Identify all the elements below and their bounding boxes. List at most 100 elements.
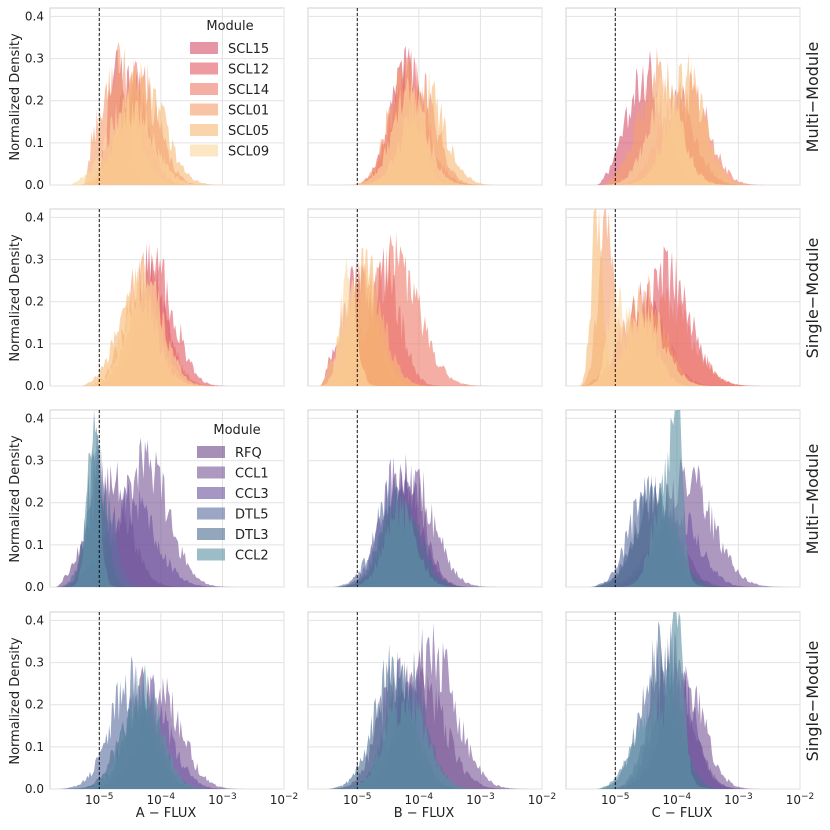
row-label-4: Single−Module bbox=[803, 641, 822, 762]
x-tick-label: 10−5 bbox=[343, 792, 372, 807]
legend-swatch-dtl3 bbox=[197, 528, 225, 540]
legend-swatch-ccl3 bbox=[197, 487, 225, 499]
legend-title: Module bbox=[206, 19, 253, 34]
panel-r4c1: 0.0 0.1 0.2 0.3 0.4 10−5 10−4 10−3 10−2 bbox=[25, 611, 298, 807]
legend-swatch-rfq bbox=[197, 446, 225, 458]
area-series-scl05 bbox=[308, 247, 542, 386]
area-series-scl14 bbox=[566, 287, 800, 386]
panel-r4c3: 10−5 10−4 10−3 10−2 bbox=[565, 611, 815, 807]
y-tick-label: 0.3 bbox=[25, 253, 44, 267]
area-series-dtl3 bbox=[566, 474, 800, 587]
area-series-scl09 bbox=[566, 73, 800, 185]
legend-label-ccl1: CCL1 bbox=[235, 467, 269, 482]
y-tick-label: 0.1 bbox=[25, 337, 44, 351]
area-series-scl15 bbox=[566, 50, 800, 186]
x-tick-label: 10−4 bbox=[405, 792, 434, 807]
panel-r3c3 bbox=[565, 409, 801, 588]
y-tick-label: 0.3 bbox=[25, 656, 44, 670]
y-tick-label: 0.1 bbox=[25, 740, 44, 754]
x-tick-label: 10−2 bbox=[528, 792, 557, 807]
x-axis-labels: A − FLUX B − FLUX C − FLUX bbox=[136, 806, 713, 821]
x-tick-label: 10−3 bbox=[466, 792, 495, 807]
area-series-scl09 bbox=[50, 86, 284, 185]
y-tick-label: 0.3 bbox=[25, 52, 44, 66]
legend-swatch-scl15 bbox=[190, 42, 218, 54]
x-tick-label: 10−5 bbox=[601, 792, 630, 807]
legend-swatch-ccl2 bbox=[197, 548, 225, 561]
panel-r2c1: 0.0 0.1 0.2 0.3 0.4 bbox=[25, 208, 285, 393]
y-tick-label: 0.0 bbox=[25, 580, 44, 594]
area-series-ccl2 bbox=[566, 410, 800, 587]
y-tick-label: 0.3 bbox=[25, 454, 44, 468]
row-label-1: Multi−Module bbox=[803, 42, 822, 153]
x-label-col1: A − FLUX bbox=[136, 806, 197, 821]
legend-label-ccl2: CCL2 bbox=[235, 549, 269, 564]
area-series-ccl3 bbox=[50, 673, 284, 789]
panel-r3c1: 0.0 0.1 0.2 0.3 0.4 bbox=[25, 409, 285, 594]
x-tick-label: 10−5 bbox=[85, 792, 114, 807]
legend-swatch-scl12 bbox=[190, 62, 218, 75]
area-series-dtl3 bbox=[50, 688, 284, 789]
x-tick-label: 10−4 bbox=[147, 792, 176, 807]
panel-r1c3 bbox=[565, 7, 801, 186]
panel-r4c2: 10−5 10−4 10−3 10−2 bbox=[307, 611, 557, 807]
legend-label-scl05: SCL05 bbox=[228, 124, 269, 139]
y-label-row4: Normalized Density bbox=[8, 637, 23, 765]
area-series-ccl2 bbox=[566, 612, 800, 789]
legend-1: Module SCL15 SCL12 SCL14 SCL01 SCL05 SCL09 bbox=[190, 19, 269, 160]
y-tick-label: 0.4 bbox=[25, 613, 44, 627]
area-series-scl09 bbox=[50, 261, 284, 386]
legend-label-ccl3: CCL3 bbox=[235, 487, 269, 502]
area-series-ccl2 bbox=[50, 664, 284, 789]
legend-label-dtl3: DTL3 bbox=[235, 528, 268, 543]
y-tick-label: 0.4 bbox=[25, 411, 44, 425]
row-label-2: Single−Module bbox=[803, 238, 822, 359]
x-tick-label: 10−4 bbox=[663, 792, 692, 807]
row-label-3: Multi−Module bbox=[803, 444, 822, 555]
y-tick-label: 0.4 bbox=[25, 210, 44, 224]
legend-label-scl15: SCL15 bbox=[228, 42, 269, 57]
area-series-scl09 bbox=[566, 274, 800, 386]
legend-swatch-scl05 bbox=[190, 124, 218, 136]
y-axis-labels: Normalized Density Normalized Density No… bbox=[8, 33, 23, 765]
y-tick-label: 0.0 bbox=[25, 178, 44, 192]
row-labels: Multi−Module Single−Module Multi−Module … bbox=[803, 42, 822, 762]
y-label-row1: Normalized Density bbox=[8, 33, 23, 161]
x-label-col2: B − FLUX bbox=[394, 806, 455, 821]
y-tick-label: 0.4 bbox=[25, 9, 44, 23]
area-series-scl12 bbox=[50, 246, 284, 386]
legend-swatch-ccl1 bbox=[197, 466, 225, 479]
legend-swatch-dtl5 bbox=[197, 507, 225, 520]
y-tick-label: 0.1 bbox=[25, 538, 44, 552]
area-series-scl09 bbox=[308, 76, 542, 185]
legend-label-scl12: SCL12 bbox=[228, 63, 269, 78]
y-label-row2: Normalized Density bbox=[8, 234, 23, 362]
legend-swatch-scl14 bbox=[190, 83, 218, 95]
area-series-scl05 bbox=[566, 209, 800, 386]
x-tick-label: 10−2 bbox=[786, 792, 815, 807]
y-tick-label: 0.2 bbox=[25, 295, 44, 309]
legend-swatch-scl09 bbox=[190, 144, 218, 157]
area-series-ccl2 bbox=[308, 690, 542, 789]
y-tick-label: 0.1 bbox=[25, 136, 44, 150]
area-series-dtl3 bbox=[50, 433, 284, 587]
panel-r2c3 bbox=[565, 208, 801, 387]
y-tick-label: 0.2 bbox=[25, 496, 44, 510]
legend-label-scl14: SCL14 bbox=[228, 83, 269, 98]
area-series-scl09 bbox=[308, 257, 542, 386]
area-series-scl05 bbox=[566, 52, 800, 185]
legend-label-scl01: SCL01 bbox=[228, 104, 269, 119]
area-series-ccl1 bbox=[308, 464, 542, 587]
y-tick-label: 0.0 bbox=[25, 379, 44, 393]
area-series-scl12 bbox=[566, 245, 800, 386]
legend-2: Module RFQ CCL1 CCL3 DTL5 DTL3 CCL2 bbox=[197, 423, 269, 564]
legends: ModuleSCL15SCL12SCL14SCL01SCL05SCL09Modu… bbox=[190, 19, 269, 564]
panel-r3c2 bbox=[307, 409, 543, 588]
legend-label-rfq: RFQ bbox=[235, 446, 262, 461]
y-tick-label: 0.2 bbox=[25, 94, 44, 108]
area-series-dtl3 bbox=[308, 478, 542, 587]
panel-r2c2 bbox=[307, 208, 543, 387]
y-tick-label: 0.0 bbox=[25, 782, 44, 796]
area-series-dtl3 bbox=[308, 643, 542, 789]
